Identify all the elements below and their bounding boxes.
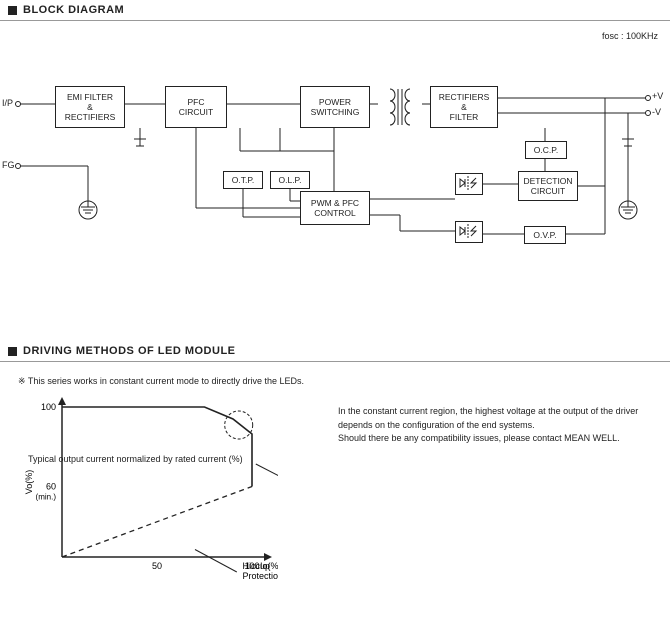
title-square-icon bbox=[8, 347, 17, 356]
block-emi: EMI FILTER&RECTIFIERS bbox=[55, 86, 125, 128]
block-diagram-wires bbox=[0, 31, 670, 261]
svg-text:(min.): (min.) bbox=[36, 493, 57, 502]
optocoupler-icon bbox=[455, 221, 483, 243]
title-text: BLOCK DIAGRAM bbox=[23, 4, 124, 16]
block-detect: DETECTIONCIRCUIT bbox=[518, 171, 578, 201]
ip-label: I/P bbox=[2, 98, 13, 108]
title-square-icon bbox=[8, 6, 17, 15]
block-power: POWERSWITCHING bbox=[300, 86, 370, 128]
vminus-label: -V bbox=[652, 107, 661, 117]
svg-text:Vo(%): Vo(%) bbox=[24, 470, 34, 495]
section-title-block-diagram: BLOCK DIAGRAM bbox=[0, 0, 670, 21]
driving-description: In the constant current region, the high… bbox=[338, 405, 648, 446]
fg-label: FG bbox=[2, 160, 15, 170]
block-rect: RECTIFIERS&FILTER bbox=[430, 86, 498, 128]
svg-text:Hiccup: Hiccup bbox=[243, 561, 271, 571]
block-pfc: PFCCIRCUIT bbox=[165, 86, 227, 128]
block-olp: O.L.P. bbox=[270, 171, 310, 189]
svg-text:100: 100 bbox=[41, 402, 56, 412]
svg-text:Protection: Protection bbox=[243, 571, 279, 581]
block-ocp: O.C.P. bbox=[525, 141, 567, 159]
section-title-driving: DRIVING METHODS OF LED MODULE bbox=[0, 341, 670, 362]
block-ovp: O.V.P. bbox=[524, 226, 566, 244]
driving-note: ※ This series works in constant current … bbox=[18, 376, 670, 387]
title-text: DRIVING METHODS OF LED MODULE bbox=[23, 345, 236, 357]
block-diagram: fosc : 100KHz I/P FG +V -V EMI FILTER&RE… bbox=[0, 31, 670, 261]
block-otp: O.T.P. bbox=[223, 171, 263, 189]
block-pwm: PWM & PFCCONTROL bbox=[300, 191, 370, 225]
vplus-label: +V bbox=[652, 91, 663, 101]
optocoupler-icon bbox=[455, 173, 483, 195]
svg-text:50: 50 bbox=[152, 561, 162, 571]
svg-text:60: 60 bbox=[46, 482, 56, 492]
chart-svg: 10060(min.)50100Vo(%)Io(%)ConstantCurren… bbox=[18, 397, 278, 597]
